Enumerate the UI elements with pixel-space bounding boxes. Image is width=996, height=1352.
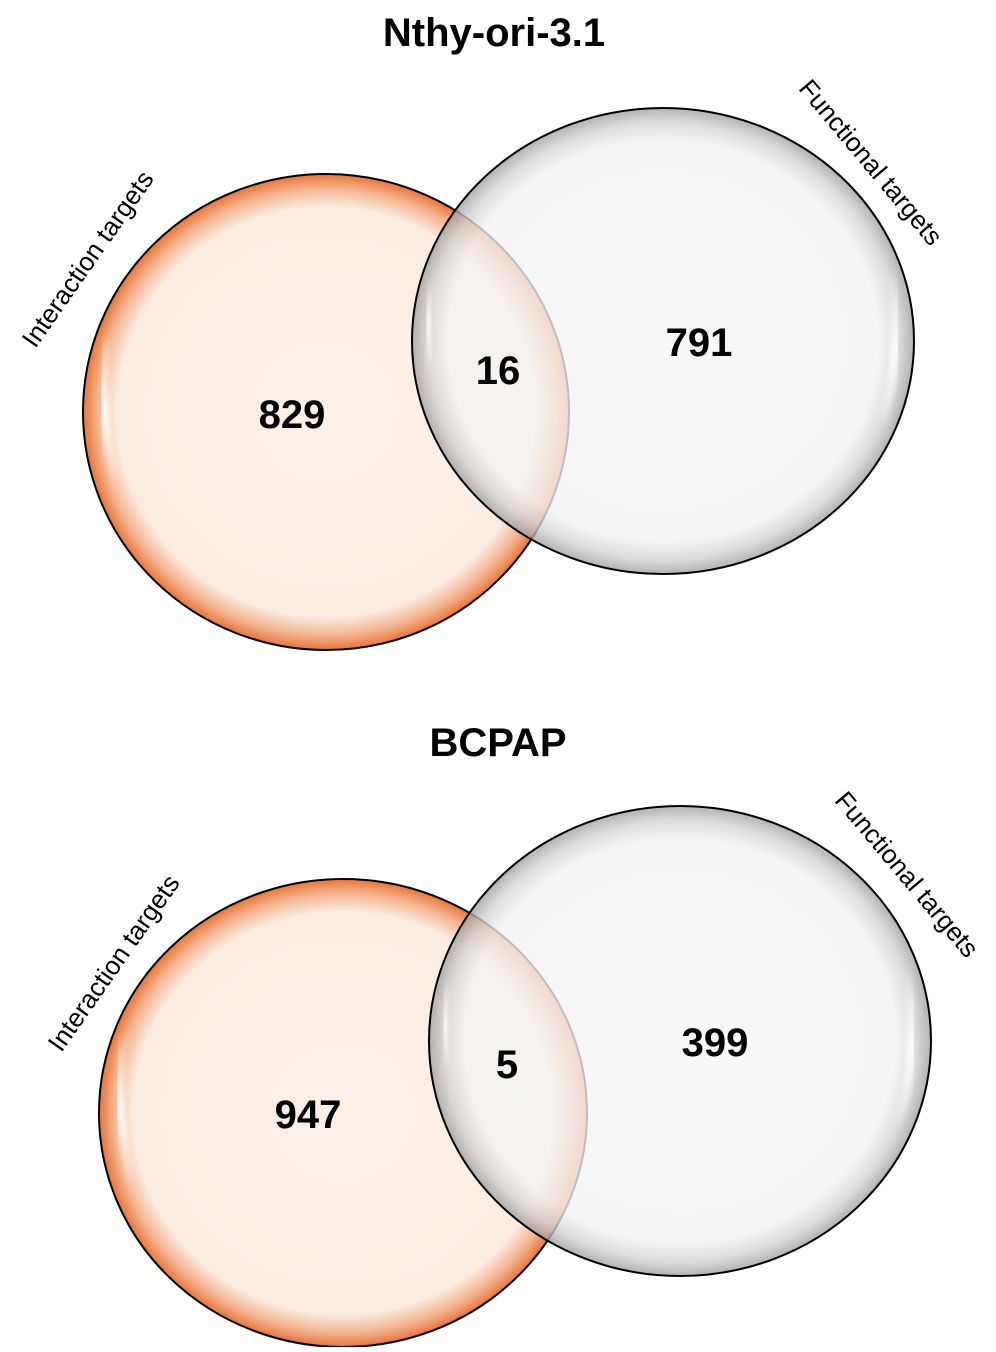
panel-title: BCPAP — [429, 721, 566, 765]
highlight-glint — [891, 965, 917, 1135]
highlight-glint — [98, 325, 123, 495]
overlap-count: 16 — [476, 349, 521, 393]
panel-title: Nthy-ori-3.1 — [383, 11, 605, 55]
functional-only-count: 791 — [666, 321, 733, 365]
functional-only-count: 399 — [682, 1021, 749, 1065]
highlight-glint — [424, 277, 435, 373]
functional-set-circle — [411, 107, 915, 575]
venn-panel-bcpap: BCPAP 947 5 399 Interaction targets Func… — [42, 721, 985, 1348]
highlight-glint — [441, 977, 452, 1073]
interaction-only-count: 947 — [275, 1093, 342, 1137]
functional-set-circle — [428, 805, 932, 1277]
interaction-only-count: 829 — [259, 393, 326, 437]
highlight-glint — [114, 1025, 139, 1195]
highlight-glint — [875, 265, 901, 435]
venn-panel-nthy: Nthy-ori-3.1 829 16 791 Interaction targ… — [16, 11, 949, 651]
overlap-count: 5 — [496, 1043, 518, 1087]
